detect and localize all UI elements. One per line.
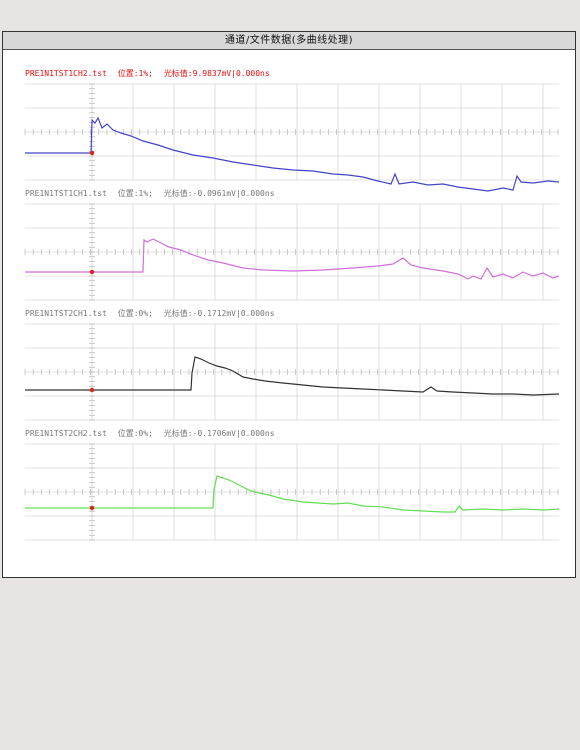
ch4-cursor-marker[interactable] xyxy=(89,505,95,511)
ch2-waveform xyxy=(25,238,560,280)
ch4-position-label: 位置:0%; xyxy=(118,428,153,438)
ch3-position-label: 位置:0%; xyxy=(118,308,153,318)
ch4-grid xyxy=(24,443,559,541)
ch1-file-label: PRE1N1TST1CH2.tst xyxy=(25,69,107,78)
ch2-file-label: PRE1N1TST1CH1.tst xyxy=(25,189,107,198)
ch1-grid xyxy=(24,83,559,181)
ch3-grid xyxy=(24,323,559,421)
svg-text:PRE1N1TST1CH1.tst 位置:1: PRE1N1TST1CH1.tst 位置:1%; 光标值:-0.0961mV|0… xyxy=(25,188,275,198)
waveform-panel-3[interactable]: PRE1N1TST2CH1.tst 位置:0%; 光标值:-0.1712mV|0… xyxy=(24,308,560,421)
waveform-panel-2[interactable]: PRE1N1TST1CH1.tst 位置:1%; 光标值:-0.0961mV|0… xyxy=(24,188,560,301)
ch4-file-label: PRE1N1TST2CH2.tst xyxy=(25,429,107,438)
svg-text:PRE1N1TST1CH2.tst 位置:1: PRE1N1TST1CH2.tst 位置:1%; 光标值:9.9837mV|0.… xyxy=(25,68,270,78)
ch4-waveform xyxy=(25,475,560,513)
svg-text:PRE1N1TST2CH1.tst 位置:0: PRE1N1TST2CH1.tst 位置:0%; 光标值:-0.1712mV|0… xyxy=(25,308,275,318)
window-title: 通道/文件数据(多曲线处理) xyxy=(3,32,575,50)
ch2-position-label: 位置:1%; xyxy=(118,188,153,198)
ch2-grid xyxy=(24,203,559,301)
ch2-cursor-marker[interactable] xyxy=(89,269,95,275)
ch3-cursor-label: 光标值:-0.1712mV|0.000ns xyxy=(164,308,275,318)
ch1-waveform xyxy=(25,116,560,192)
ch4-cursor-label: 光标值:-0.1706mV|0.000ns xyxy=(164,428,275,438)
waveform-panel-4[interactable]: PRE1N1TST2CH2.tst 位置:0%; 光标值:-0.1706mV|0… xyxy=(24,428,560,541)
svg-text:PRE1N1TST2CH2.tst 位置:0: PRE1N1TST2CH2.tst 位置:0%; 光标值:-0.1706mV|0… xyxy=(25,428,275,438)
data-window: 通道/文件数据(多曲线处理) PRE1N1TST1CH2.tst 位置:1%; … xyxy=(2,31,576,578)
ch3-cursor-marker[interactable] xyxy=(89,387,95,393)
waveform-panel-1[interactable]: PRE1N1TST1CH2.tst 位置:1%; 光标值:9.9837mV|0.… xyxy=(24,68,560,192)
ch2-cursor-label: 光标值:-0.0961mV|0.000ns xyxy=(164,188,275,198)
ch1-cursor-label: 光标值:9.9837mV|0.000ns xyxy=(164,68,270,78)
ch1-cursor-marker[interactable] xyxy=(89,150,95,156)
ch3-waveform xyxy=(25,356,560,396)
ch3-file-label: PRE1N1TST2CH1.tst xyxy=(25,309,107,318)
waveform-plot-area[interactable]: PRE1N1TST1CH2.tst 位置:1%; 光标值:9.9837mV|0.… xyxy=(3,50,575,577)
ch1-position-label: 位置:1%; xyxy=(118,68,153,78)
